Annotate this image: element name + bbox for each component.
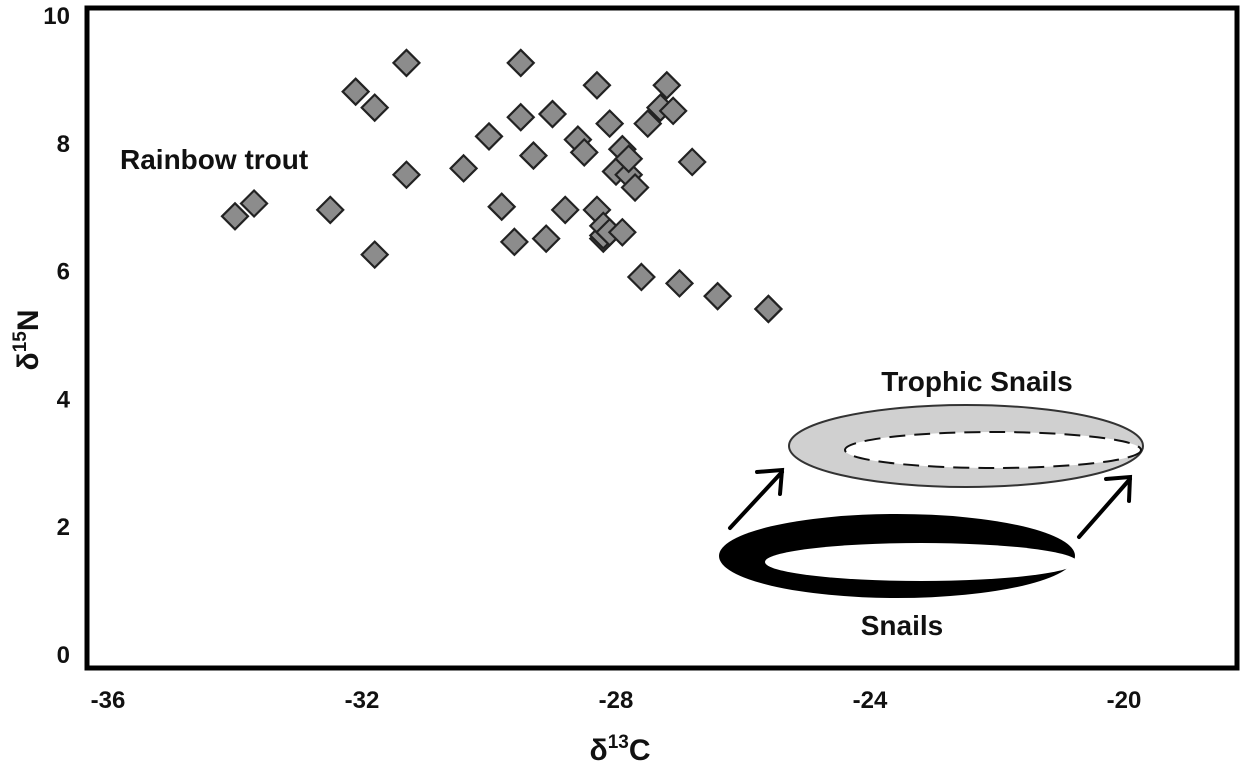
- data-point: [703, 281, 733, 311]
- data-point: [506, 48, 536, 78]
- snails-ellipse: [719, 514, 1077, 598]
- rainbow-trout-label: Rainbow trout: [120, 144, 308, 175]
- x-tick-label: -24: [853, 687, 888, 714]
- y-tick-label: 0: [57, 642, 70, 669]
- x-tick-label: -28: [599, 687, 634, 714]
- data-point: [677, 147, 707, 177]
- data-point: [626, 262, 656, 292]
- y-tick-label: 10: [43, 3, 70, 30]
- trophic-snails-label: Trophic Snails: [881, 366, 1072, 397]
- y-tick-label: 4: [57, 386, 71, 413]
- data-point: [220, 201, 250, 231]
- data-point: [449, 153, 479, 183]
- trophic-snails-ellipse: [788, 404, 1144, 488]
- x-tick-label: -36: [91, 687, 126, 714]
- data-point: [239, 188, 269, 219]
- data-point: [569, 137, 599, 167]
- data-point: [582, 70, 612, 100]
- data-point: [633, 109, 663, 139]
- data-point: [537, 99, 568, 129]
- data-point: [531, 224, 561, 254]
- data-point: [360, 240, 390, 270]
- data-point: [620, 172, 650, 203]
- arrow-left: [728, 467, 785, 530]
- data-points: [220, 48, 783, 324]
- arrow-right: [1077, 474, 1133, 539]
- y-tick-label: 8: [57, 131, 70, 158]
- data-point: [360, 93, 390, 123]
- data-point: [658, 96, 688, 126]
- data-point: [664, 268, 695, 298]
- x-tick-label: -20: [1107, 687, 1142, 714]
- x-tick-labels: -36 -32 -28 -24 -20: [91, 687, 1142, 714]
- y-tick-labels: 0 2 4 6 8 10: [43, 3, 70, 669]
- data-point: [487, 192, 517, 222]
- data-point: [391, 160, 422, 190]
- y-tick-label: 2: [57, 514, 70, 541]
- data-point: [506, 102, 536, 132]
- data-point: [550, 195, 580, 225]
- data-point: [474, 121, 504, 151]
- data-point: [614, 144, 644, 174]
- data-point: [652, 70, 682, 100]
- data-point: [499, 227, 529, 257]
- data-point: [595, 109, 625, 139]
- y-axis-title: δ15N: [10, 309, 45, 370]
- data-point: [315, 195, 345, 225]
- snails-label: Snails: [861, 610, 943, 641]
- data-point: [607, 217, 637, 247]
- data-point: [518, 141, 549, 171]
- data-point: [753, 294, 783, 324]
- x-tick-label: -32: [345, 687, 380, 714]
- x-axis-title: δ13C: [589, 732, 650, 767]
- data-point: [341, 77, 371, 107]
- y-tick-label: 6: [57, 259, 70, 286]
- data-point: [391, 48, 422, 78]
